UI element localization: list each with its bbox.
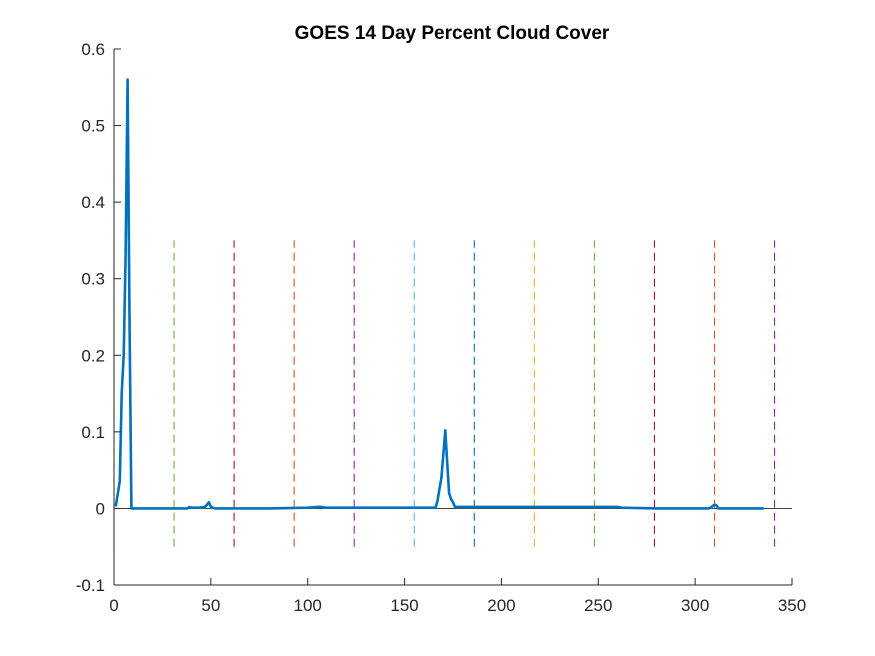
y-tick-label-4: 0.3	[81, 270, 105, 289]
y-tick-label-0: -0.1	[76, 576, 105, 595]
x-tick-label-0: 0	[109, 596, 118, 615]
x-tick-label-1: 50	[201, 596, 220, 615]
plot-area	[114, 49, 792, 585]
x-tick-label-5: 250	[584, 596, 612, 615]
axes	[113, 48, 793, 586]
y-tick-label-6: 0.5	[81, 117, 105, 136]
x-tick-label-4: 200	[487, 596, 515, 615]
y-tick-label-3: 0.2	[81, 346, 105, 365]
y-tick-label-1: 0	[96, 499, 105, 518]
y-tick-label-2: 0.1	[81, 423, 105, 442]
series-line-0	[114, 78, 765, 510]
y-tick-labels: -0.1 0 0.1 0.2 0.3 0.4 0.5 0.6	[76, 40, 105, 595]
series-layer	[114, 78, 765, 510]
y-tick-label-5: 0.4	[81, 193, 105, 212]
x-tick-label-6: 300	[681, 596, 709, 615]
chart-title: GOES 14 Day Percent Cloud Cover	[295, 23, 610, 44]
x-tick-label-3: 150	[390, 596, 418, 615]
x-tick-labels: 0 50 100 150 200 250 300 350	[109, 596, 806, 615]
x-tick-label-2: 100	[294, 596, 322, 615]
x-tick-label-7: 350	[778, 596, 806, 615]
y-tick-label-7: 0.6	[81, 40, 105, 59]
